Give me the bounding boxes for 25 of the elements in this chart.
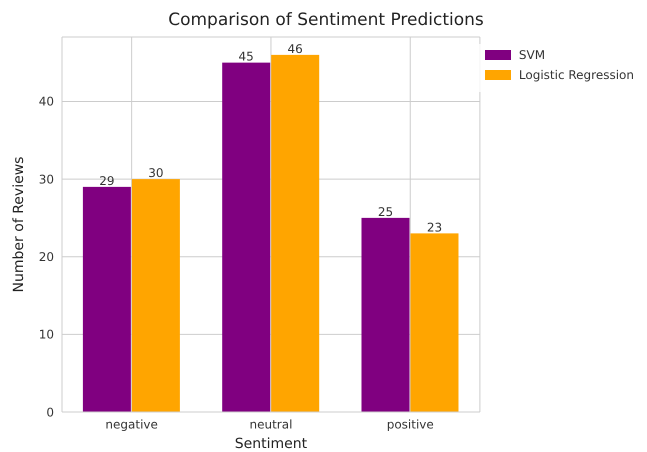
x-tick-label: neutral <box>249 418 292 432</box>
y-tick-label: 40 <box>38 94 54 109</box>
y-axis-title: Number of Reviews <box>10 156 27 292</box>
y-tick-label: 20 <box>38 250 54 264</box>
data-label: 23 <box>426 220 442 234</box>
bar <box>361 218 410 412</box>
chart-title: Comparison of Sentiment Predictions <box>167 9 485 32</box>
y-tick-label: 0 <box>46 405 54 420</box>
data-label: 29 <box>99 174 115 188</box>
data-label: 25 <box>378 204 394 219</box>
bar <box>271 54 320 412</box>
y-tick-label: 10 <box>38 328 54 342</box>
legend-label: SVM <box>518 48 546 62</box>
x-tick-label: negative <box>105 418 158 432</box>
legend-label: Logistic Regression <box>518 68 634 82</box>
bar <box>132 179 180 412</box>
bar <box>222 62 270 412</box>
x-tick-label: positive <box>386 418 434 432</box>
y-tick-label: 30 <box>38 172 54 186</box>
data-label: 46 <box>288 42 303 56</box>
x-axis-title: Sentiment <box>234 436 308 452</box>
data-label: 30 <box>148 166 164 180</box>
bar <box>410 233 458 412</box>
bar <box>82 186 131 412</box>
data-label: 45 <box>238 50 254 64</box>
